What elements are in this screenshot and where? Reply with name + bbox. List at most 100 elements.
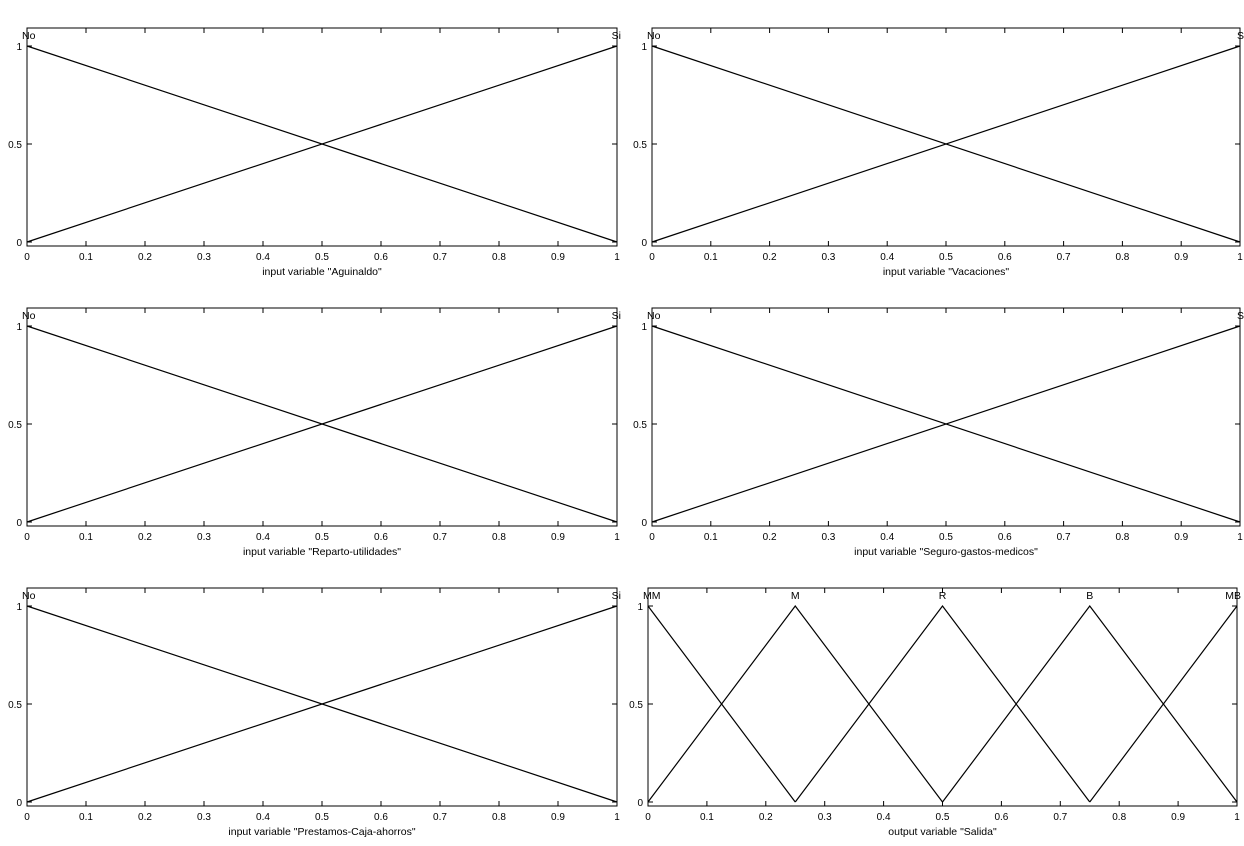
mf-label-s: S bbox=[1237, 310, 1244, 322]
x-tick-label: 0.4 bbox=[877, 812, 891, 823]
x-tick-label: 0.8 bbox=[1112, 812, 1126, 823]
series-line-si bbox=[26, 605, 618, 803]
mf-label-s: S bbox=[1237, 30, 1244, 42]
series-line-si bbox=[26, 325, 618, 523]
axes-frame bbox=[651, 307, 1241, 527]
x-tick-label: 0 bbox=[24, 252, 30, 263]
axes-frame bbox=[647, 587, 1238, 807]
series-line-s bbox=[651, 45, 1241, 243]
x-tick-label: 0.6 bbox=[374, 252, 388, 263]
x-tick-label: 0.3 bbox=[821, 252, 835, 263]
x-tick-label: 0.7 bbox=[433, 532, 447, 543]
x-tick-label: 0.9 bbox=[551, 252, 565, 263]
x-tick-label: 1 bbox=[1237, 252, 1243, 263]
x-tick-label: 0.4 bbox=[880, 532, 894, 543]
x-tick-label: 0.5 bbox=[315, 252, 329, 263]
x-tick-label: 0.7 bbox=[1057, 532, 1071, 543]
x-tick-label: 0.7 bbox=[433, 252, 447, 263]
axes-frame bbox=[26, 307, 618, 527]
x-tick-label: 0.6 bbox=[998, 252, 1012, 263]
y-tick-label: 0.5 bbox=[629, 700, 643, 711]
x-tick-label: 0.9 bbox=[551, 812, 565, 823]
x-tick-label: 0.2 bbox=[759, 812, 773, 823]
mf-label-b: B bbox=[1086, 590, 1093, 602]
y-tick-label: 0.5 bbox=[8, 700, 22, 711]
series-line-m bbox=[647, 605, 943, 803]
mf-label-no: No bbox=[22, 590, 36, 602]
x-tick-label: 0.3 bbox=[197, 532, 211, 543]
x-tick-label: 0.7 bbox=[433, 812, 447, 823]
mf-label-si: Si bbox=[612, 30, 621, 42]
x-tick-label: 0.4 bbox=[256, 812, 270, 823]
x-tick-label: 0.1 bbox=[79, 532, 93, 543]
mf-label-no: No bbox=[22, 30, 36, 42]
chart-panel-3: 0 0.1 0.2 0.3 0.4 0.5 0.6 0.7 0.8 0.9 1 0 0.5 1 input … bbox=[8, 307, 621, 558]
series-line-si bbox=[26, 45, 618, 243]
y-tick-label: 0.5 bbox=[633, 140, 647, 151]
y-tick-label: 1 bbox=[637, 602, 643, 613]
y-tick-label: 0 bbox=[641, 518, 647, 529]
chart-panel-5: 0 0.1 0.2 0.3 0.4 0.5 0.6 0.7 0.8 0.9 1 0 0.5 1 input … bbox=[8, 587, 621, 838]
mf-label-mm: MM bbox=[643, 590, 661, 602]
chart-panel-4: 0 0.1 0.2 0.3 0.4 0.5 0.6 0.7 0.8 0.9 1 0 0.5 1 input … bbox=[633, 307, 1244, 558]
x-tick-label: 0.9 bbox=[1171, 812, 1185, 823]
series-line-r bbox=[794, 605, 1091, 803]
mf-label-no: No bbox=[22, 310, 36, 322]
y-tick-label: 1 bbox=[641, 322, 647, 333]
x-tick-label: 0.6 bbox=[374, 812, 388, 823]
x-tick-label: 0.6 bbox=[374, 532, 388, 543]
x-tick-label: 1 bbox=[1234, 812, 1240, 823]
mf-label-mb: MB bbox=[1225, 590, 1241, 602]
x-tick-label: 0.8 bbox=[1115, 532, 1129, 543]
y-tick-label: 1 bbox=[16, 602, 22, 613]
y-tick-label: 0 bbox=[16, 798, 22, 809]
axes-frame bbox=[651, 27, 1241, 247]
x-axis-label: input variable "Prestamos-Caja-ahorros" bbox=[228, 826, 415, 838]
x-tick-label: 0.1 bbox=[79, 812, 93, 823]
series-line-b bbox=[942, 605, 1238, 803]
y-tick-label: 1 bbox=[16, 322, 22, 333]
x-tick-label: 0.4 bbox=[880, 252, 894, 263]
chart-panel-1: 0 0.1 0.2 0.3 0.4 0.5 0.6 0.7 0.8 0.9 1 0 0.5 1 input … bbox=[8, 27, 621, 278]
x-tick-label: 0.9 bbox=[1174, 252, 1188, 263]
x-tick-label: 0.4 bbox=[256, 252, 270, 263]
x-tick-label: 0.3 bbox=[821, 532, 835, 543]
x-tick-label: 0.7 bbox=[1053, 812, 1067, 823]
x-axis-label: output variable "Salida" bbox=[888, 826, 997, 838]
x-tick-label: 0.1 bbox=[700, 812, 714, 823]
x-tick-label: 0.2 bbox=[138, 812, 152, 823]
x-tick-label: 0 bbox=[24, 812, 30, 823]
x-tick-label: 0.8 bbox=[492, 532, 506, 543]
x-tick-label: 1 bbox=[614, 532, 620, 543]
x-tick-label: 0.8 bbox=[492, 812, 506, 823]
axes-frame bbox=[26, 27, 618, 247]
chart-panel-6: 0 0.1 0.2 0.3 0.4 0.5 0.6 0.7 0.8 0.9 1 0 0.5 1 output… bbox=[629, 587, 1241, 838]
x-tick-label: 0 bbox=[645, 812, 651, 823]
x-tick-label: 0.9 bbox=[1174, 532, 1188, 543]
y-tick-label: 0 bbox=[637, 798, 643, 809]
x-tick-label: 0.2 bbox=[138, 532, 152, 543]
x-tick-label: 0.3 bbox=[197, 812, 211, 823]
mf-label-m: M bbox=[791, 590, 800, 602]
y-tick-label: 0 bbox=[641, 238, 647, 249]
x-tick-label: 0 bbox=[649, 532, 655, 543]
x-tick-label: 0.1 bbox=[704, 532, 718, 543]
axes-frame bbox=[26, 587, 618, 807]
x-tick-label: 0.8 bbox=[492, 252, 506, 263]
mf-label-no: No bbox=[647, 30, 661, 42]
x-tick-label: 0.5 bbox=[936, 812, 950, 823]
y-tick-label: 0.5 bbox=[8, 420, 22, 431]
x-tick-label: 0.5 bbox=[315, 532, 329, 543]
x-tick-label: 0.7 bbox=[1057, 252, 1071, 263]
y-tick-label: 0.5 bbox=[633, 420, 647, 431]
x-tick-label: 0.3 bbox=[197, 252, 211, 263]
chart-panel-2: 0 0.1 0.2 0.3 0.4 0.5 0.6 0.7 0.8 0.9 1 0 0.5 1 input … bbox=[633, 27, 1244, 278]
x-tick-label: 0.1 bbox=[704, 252, 718, 263]
x-tick-label: 0.5 bbox=[939, 532, 953, 543]
x-tick-label: 0.9 bbox=[551, 532, 565, 543]
x-tick-label: 1 bbox=[1237, 532, 1243, 543]
x-tick-label: 0.4 bbox=[256, 532, 270, 543]
x-tick-label: 1 bbox=[614, 252, 620, 263]
x-tick-label: 0.5 bbox=[315, 812, 329, 823]
